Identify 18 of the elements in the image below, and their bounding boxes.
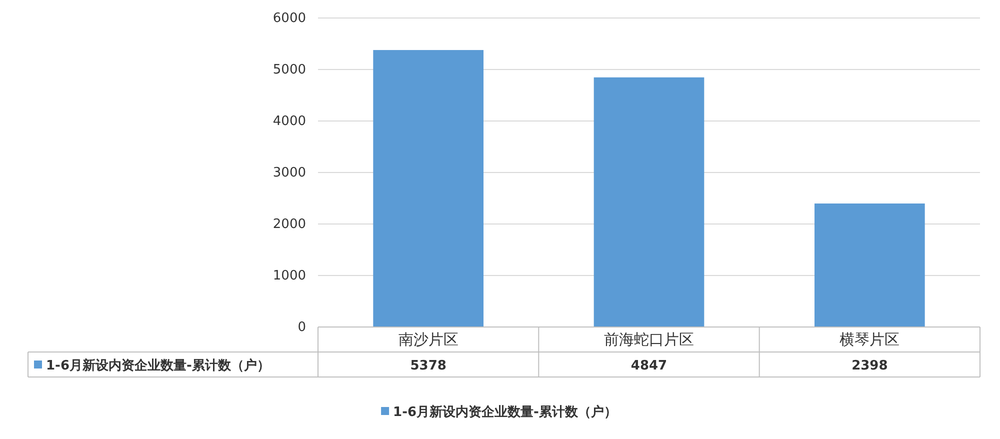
y-tick-label: 6000 xyxy=(272,11,306,26)
bar xyxy=(373,50,484,327)
data-label: 5378 xyxy=(410,358,446,374)
y-tick-label: 2000 xyxy=(272,217,306,232)
y-tick-label: 4000 xyxy=(272,114,306,130)
legend-label: 1-6月新设内资企业数量-累计数（户） xyxy=(393,404,617,420)
x-tick-label: 前海蛇口片区 xyxy=(604,330,694,348)
data-label: 4847 xyxy=(630,358,668,374)
y-tick-label: 0 xyxy=(298,320,306,336)
bar xyxy=(814,204,925,327)
y-tick-label: 5000 xyxy=(272,62,306,78)
x-tick-label: 南沙片区 xyxy=(398,330,458,348)
bar xyxy=(594,77,704,327)
y-tick-label: 1000 xyxy=(272,268,306,284)
data-label: 2398 xyxy=(852,358,888,374)
text: 1-6月新设内资企业数量-累计数（户） xyxy=(46,358,270,374)
x-tick-label: 横琴片区 xyxy=(840,330,900,348)
y-tick-label: 3000 xyxy=(272,166,306,181)
